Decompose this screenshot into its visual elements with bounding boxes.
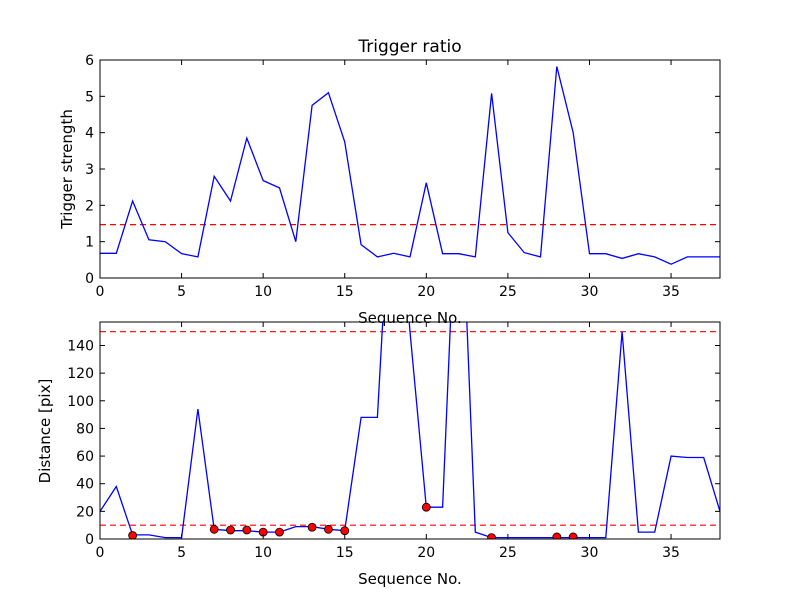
x-tick-label: 35	[662, 545, 680, 561]
x-tick-label: 30	[581, 284, 599, 300]
data-point-marker	[340, 526, 350, 536]
series-line	[100, 66, 720, 265]
x-tick-label: 25	[499, 545, 517, 561]
x-tick-label: 0	[96, 545, 105, 561]
x-tick-label: 35	[662, 284, 680, 300]
x-tick-label: 20	[417, 545, 435, 561]
x-axis-label: Sequence No.	[358, 570, 462, 588]
plot-frame	[99, 59, 721, 279]
plot-frame	[99, 321, 721, 540]
y-tick-label: 5	[85, 89, 94, 105]
x-tick-label: 10	[254, 284, 272, 300]
x-tick-label: 0	[96, 284, 105, 300]
y-tick-label: 20	[76, 504, 94, 520]
data-point-marker	[226, 525, 235, 535]
y-tick-label: 1	[85, 235, 94, 251]
y-axis-label: Distance [pix]	[36, 379, 54, 484]
y-tick-label: 80	[76, 421, 94, 437]
y-tick-label: 0	[85, 271, 94, 287]
series-line	[100, 322, 720, 539]
data-point-marker	[421, 502, 431, 512]
y-tick-label: 140	[67, 338, 94, 354]
data-point-marker	[128, 531, 138, 539]
data-point-marker	[307, 522, 317, 532]
x-tick-label: 5	[177, 284, 186, 300]
x-tick-label: 10	[254, 545, 272, 561]
data-point-marker	[324, 524, 333, 534]
data-point-marker	[568, 532, 578, 539]
y-tick-label: 6	[85, 53, 94, 69]
y-tick-label: 100	[67, 394, 94, 410]
y-tick-label: 4	[85, 126, 94, 142]
marker-layer	[128, 502, 578, 539]
threshold-layer	[100, 331, 720, 526]
y-tick-label: 2	[85, 198, 94, 214]
data-point-marker	[242, 525, 252, 535]
y-axis-label: Trigger strength	[58, 109, 76, 230]
axis-ticks: 0 5 10 15 20 25 30 35 0 1 2 3 4 5 6	[85, 53, 720, 300]
y-tick-label: 40	[76, 477, 94, 493]
x-tick-label: 20	[417, 284, 435, 300]
y-tick-label: 60	[76, 449, 94, 465]
data-point-marker	[209, 524, 219, 534]
x-tick-label: 15	[336, 284, 354, 300]
series-layer	[100, 66, 720, 265]
distance-chart: 0 5 10 15 20 25 30 35 0 20 40 60 80 100 120 140 Sequenc…	[36, 321, 721, 588]
data-point-marker	[275, 527, 284, 537]
x-tick-label: 30	[581, 545, 599, 561]
data-point-marker	[487, 533, 496, 539]
y-tick-label: 3	[85, 162, 94, 178]
x-tick-label: 15	[336, 545, 354, 561]
chart-title: Trigger ratio	[357, 37, 461, 57]
data-point-marker	[552, 532, 562, 539]
axis-ticks: 0 5 10 15 20 25 30 35 0 20 40 60 80 100 120 140	[67, 322, 720, 561]
x-tick-label: 25	[499, 284, 517, 300]
x-tick-label: 5	[177, 545, 186, 561]
series-layer	[100, 322, 720, 539]
y-tick-label: 120	[67, 366, 94, 382]
y-tick-label: 0	[85, 532, 94, 548]
